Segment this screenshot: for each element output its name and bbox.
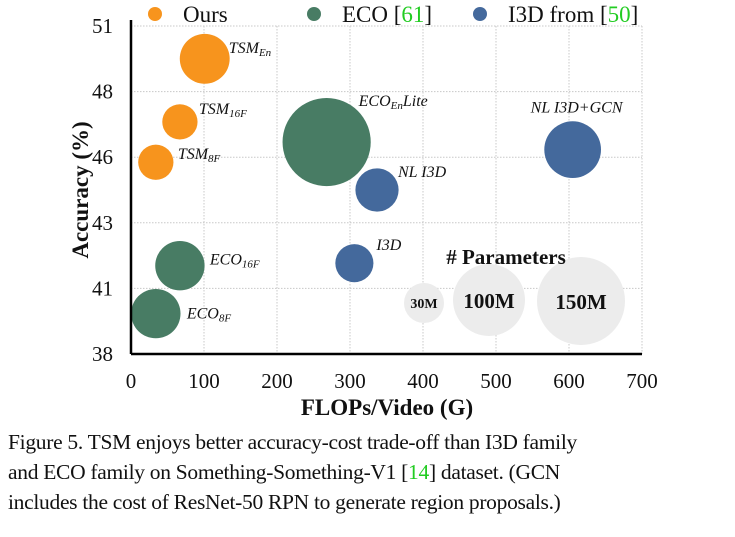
legend: Ours ECO [61] I3D from [50] [148,2,638,27]
caption-line-2: and ECO family on Something-Something-V1… [8,457,730,487]
point-label: ECO16F [209,252,260,271]
bubble-tsmen [179,33,230,84]
point-label: TSM8F [178,146,221,165]
bubble-i3d [335,244,374,283]
bubble-eco8f [131,288,181,339]
y-tick-label: 48 [92,80,113,104]
citation-link[interactable]: 14 [408,460,429,484]
bubble-eco16f [155,241,205,291]
y-axis-label: Accuracy (%) [68,121,93,258]
x-tick-label: 200 [261,369,293,393]
legend-label: I3D from [50] [508,2,638,27]
x-tick-label: 400 [407,369,439,393]
point-labels: TSMEn TSM16F TSM8F ECOEnLite ECO16F ECO8F NL I… [178,40,624,325]
bubble-tsm8f [138,144,174,180]
axes [129,20,642,356]
size-legend: 30M 100M 150M # Parameters [404,245,625,345]
y-tick-label: 38 [92,342,113,366]
x-tick-label: 0 [126,369,137,393]
x-tick-label: 500 [480,369,512,393]
legend-marker-i3d-from [473,7,487,21]
size-legend-label: 150M [555,290,607,314]
size-legend-circle [453,264,525,336]
x-tick-label: 700 [626,369,658,393]
tick-labels: 0 100 200 300 400 500 600 700 38 41 43 46 48 51 [92,14,658,393]
figure-caption: Figure 5. TSM enjoys better accuracy-cos… [8,427,730,517]
point-label: TSM16F [199,101,247,120]
point-label: ECOEnLite [358,93,428,112]
caption-line-2-pre: and ECO family on Something-Something-V1… [8,460,409,484]
bubble-nl-i3d-gcn [544,121,601,178]
point-label: NL I3D+GCN [530,100,624,117]
x-tick-label: 100 [188,369,220,393]
caption-line-1: Figure 5. TSM enjoys better accuracy-cos… [8,430,577,454]
y-tick-label: 41 [92,276,113,300]
y-tick-label: 51 [92,14,113,38]
point-label: NL I3D [397,164,447,181]
size-legend-title: # Parameters [446,245,566,269]
point-label: ECO8F [186,306,232,325]
legend-label: Ours [183,2,228,27]
y-tick-label: 46 [92,145,113,169]
bubble-tsm16f [162,104,198,140]
caption-line-2-post: ] dataset. (GCN [428,460,560,484]
point-label: I3D [375,237,401,254]
bubble-ecoenlite [282,97,371,187]
size-legend-circle [537,257,625,345]
caption-line-3: includes the cost of ResNet-50 RPN to ge… [8,490,561,514]
size-legend-circle [404,283,444,323]
legend-label: ECO [61] [342,2,432,27]
bubble-chart: 30M 100M 150M # Parameters TSMEn TSM16F TSM8F… [68,2,658,420]
x-axis-label: FLOPs/Video (G) [301,395,473,420]
size-legend-label: 100M [463,289,515,313]
bubbles [131,33,601,339]
legend-marker-ours [148,7,162,21]
y-tick-label: 43 [92,211,113,235]
x-tick-label: 300 [334,369,366,393]
x-tick-label: 600 [553,369,585,393]
size-legend-label: 30M [410,297,437,312]
point-label: TSMEn [229,40,272,59]
legend-marker-eco [307,7,321,21]
bubble-nl-i3d [355,168,399,212]
